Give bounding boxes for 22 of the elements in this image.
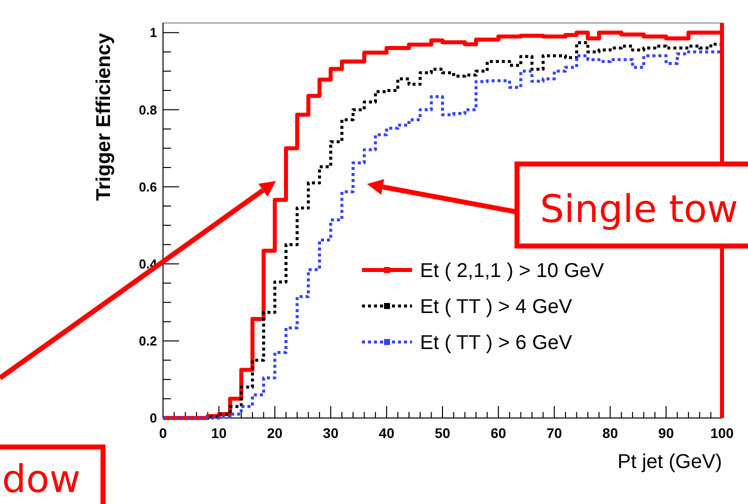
y-tick-label: 0.8 [138,102,157,118]
legend-label: Et ( TT ) > 4 GeV [420,296,573,318]
y-axis-title: Trigger Efficiency [93,32,115,201]
annotation: Single tow [540,187,738,231]
x-tick-label: 10 [211,425,227,441]
x-tick-label: 50 [434,425,450,441]
y-tick-label: 1 [150,25,157,40]
x-tick-label: 60 [490,425,506,441]
x-tick-label: 80 [602,425,618,441]
x-tick-label: 100 [710,425,734,441]
text: dow [2,457,80,501]
x-tick-label: 40 [378,425,395,441]
y-tick-label: 0.2 [138,333,157,348]
x-tick-label: 20 [267,425,283,441]
y-tick-label: 0 [150,410,157,426]
legend-label: Et ( TT ) > 6 GeV [420,332,573,354]
x-tick-label: 70 [546,425,562,441]
x-tick-label: 30 [322,425,339,441]
x-axis-title: Pt jet (GeV) [618,451,722,473]
y-tick-label: 0.6 [138,179,157,194]
legend-label: Et ( 2,1,1 ) > 10 GeV [420,260,605,282]
x-tick-label: 90 [658,425,674,441]
